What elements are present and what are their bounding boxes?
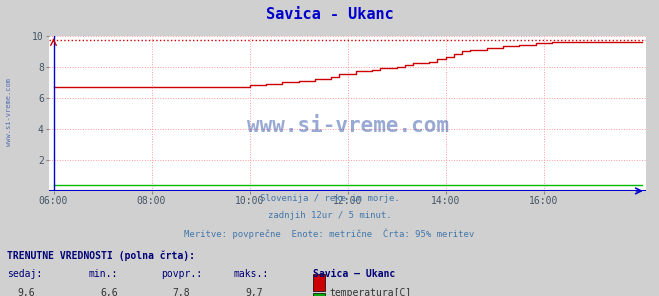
Text: temperatura[C]: temperatura[C] xyxy=(330,288,412,296)
Text: Meritve: povprečne  Enote: metrične  Črta: 95% meritev: Meritve: povprečne Enote: metrične Črta:… xyxy=(185,228,474,239)
Text: TRENUTNE VREDNOSTI (polna črta):: TRENUTNE VREDNOSTI (polna črta): xyxy=(7,250,194,260)
Text: sedaj:: sedaj: xyxy=(7,269,42,279)
Text: Slovenija / reke in morje.: Slovenija / reke in morje. xyxy=(260,194,399,203)
Text: Savica – Ukanc: Savica – Ukanc xyxy=(313,269,395,279)
Text: 9,7: 9,7 xyxy=(245,288,262,296)
Text: zadnjih 12ur / 5 minut.: zadnjih 12ur / 5 minut. xyxy=(268,211,391,220)
Text: www.si-vreme.com: www.si-vreme.com xyxy=(246,116,449,136)
Text: Savica - Ukanc: Savica - Ukanc xyxy=(266,7,393,22)
Text: www.si-vreme.com: www.si-vreme.com xyxy=(5,78,12,147)
Text: 7,8: 7,8 xyxy=(173,288,190,296)
Text: min.:: min.: xyxy=(89,269,119,279)
Text: maks.:: maks.: xyxy=(234,269,269,279)
Text: 9,6: 9,6 xyxy=(18,288,35,296)
Text: povpr.:: povpr.: xyxy=(161,269,202,279)
Text: 6,6: 6,6 xyxy=(100,288,117,296)
